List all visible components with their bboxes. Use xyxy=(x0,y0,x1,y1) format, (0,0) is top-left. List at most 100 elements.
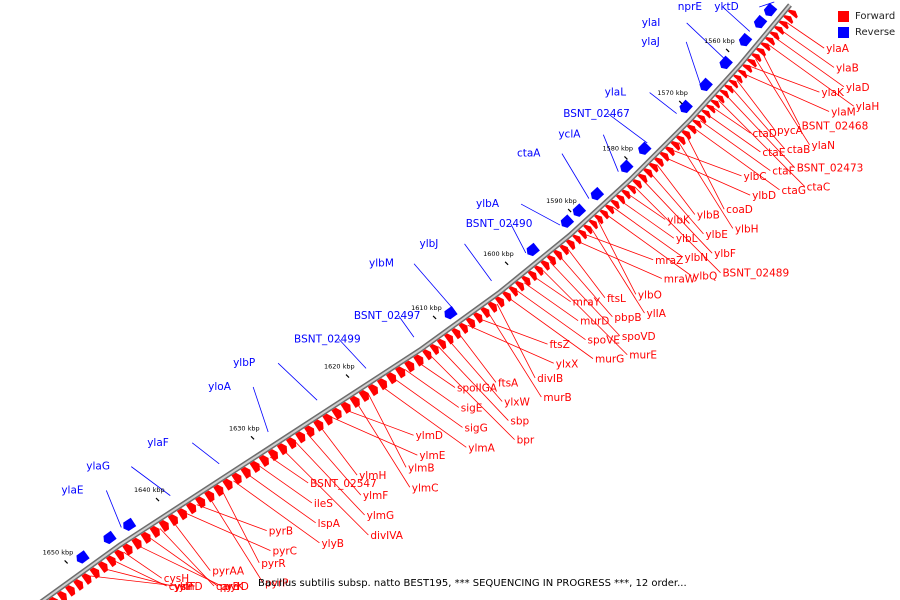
leader-line xyxy=(685,134,725,210)
forward-gene xyxy=(451,328,461,340)
forward-gene xyxy=(626,184,637,195)
forward-gene xyxy=(594,214,604,225)
forward-gene xyxy=(515,281,525,292)
forward-gene xyxy=(610,199,620,210)
forward-gene xyxy=(73,579,84,591)
reverse-gene xyxy=(638,141,652,155)
gene-label: ctaF xyxy=(772,166,794,178)
forward-gene xyxy=(436,338,447,350)
gene-label: murD xyxy=(580,316,609,328)
leader-line xyxy=(380,385,467,448)
gene-label: pyrP xyxy=(265,578,289,590)
forward-gene xyxy=(258,455,270,468)
forward-gene xyxy=(696,114,707,124)
leader-line xyxy=(171,520,211,571)
forward-gene xyxy=(106,555,117,568)
gene-arrows xyxy=(48,2,798,600)
gene-label: murB xyxy=(543,392,571,404)
gene-label: ylbF xyxy=(714,248,736,260)
forward-gene xyxy=(480,307,490,319)
tick-mark xyxy=(345,374,350,378)
forward-gene xyxy=(676,135,686,146)
gene-label: ylbB xyxy=(697,209,720,221)
leader-line xyxy=(318,424,358,476)
reverse-swatch xyxy=(838,26,849,38)
leader-line xyxy=(510,223,527,254)
gene-label: ylmB xyxy=(408,462,435,474)
gene-label: divIVA xyxy=(370,530,403,542)
leader-line xyxy=(467,324,554,364)
gene-label: ylmH xyxy=(359,470,386,482)
reverse-gene xyxy=(103,530,117,545)
gene-label: pyrC xyxy=(272,546,297,558)
reverse-gene xyxy=(590,186,605,201)
forward-gene xyxy=(546,255,557,266)
forward-gene xyxy=(654,157,664,168)
forward-gene xyxy=(715,94,725,104)
forward-gene xyxy=(756,47,766,57)
leader-line xyxy=(759,1,775,8)
reverse-gene xyxy=(719,55,733,70)
leader-line xyxy=(338,339,367,369)
reverse-gene xyxy=(444,305,458,320)
gene-label: ylaE xyxy=(61,484,83,496)
forward-gene xyxy=(465,317,476,329)
forward-gene xyxy=(81,573,92,585)
tick-mark xyxy=(64,559,69,564)
gene-label: pyrK xyxy=(220,581,245,593)
gene-label: yclA xyxy=(558,129,581,141)
forward-gene xyxy=(176,508,188,521)
forward-gene xyxy=(534,265,544,276)
gene-label: ylaF xyxy=(147,437,169,449)
gene-label: ylmA xyxy=(468,442,495,454)
forward-gene xyxy=(643,168,654,179)
tick-label: 1570 kbp xyxy=(657,89,688,97)
gene-label: ylaI xyxy=(642,17,661,29)
leader-line xyxy=(722,6,751,32)
leader-line xyxy=(540,268,628,356)
tick-mark xyxy=(725,48,730,53)
gene-labels: ylaA ylaB ylaD ylaH BSNT_02468 ylaN ylaK ylaM py… xyxy=(61,1,879,593)
backbone xyxy=(39,3,792,600)
gene-label: ctaB xyxy=(787,144,811,156)
tick-mark xyxy=(504,261,509,266)
gene-label: ylbE xyxy=(705,229,727,241)
forward-gene xyxy=(331,407,342,420)
forward-gene xyxy=(131,537,142,550)
gene-label: bpr xyxy=(517,435,535,447)
gene-label: ylIA xyxy=(646,308,666,320)
forward-gene xyxy=(577,229,588,240)
legend-reverse-label: Reverse xyxy=(855,26,896,38)
forward-gene xyxy=(760,42,771,52)
forward-gene xyxy=(648,162,659,173)
leader-line xyxy=(597,220,637,295)
leader-line xyxy=(101,567,172,587)
gene-label: ylaG xyxy=(86,461,110,473)
leader-line xyxy=(220,488,260,563)
leader-line xyxy=(712,106,751,134)
leader-line xyxy=(135,544,222,587)
forward-gene xyxy=(553,249,563,261)
leader-line xyxy=(706,113,761,153)
leader-line xyxy=(233,480,320,544)
gene-label: BSNT_02497 xyxy=(354,310,421,322)
leader-line xyxy=(464,243,492,282)
forward-gene xyxy=(742,64,753,74)
leader-line xyxy=(416,361,456,388)
gene-label: divIB xyxy=(537,373,563,385)
gene-label: ylbL xyxy=(676,233,698,245)
forward-gene xyxy=(769,31,780,41)
leader-line xyxy=(749,65,820,93)
tick-mark xyxy=(432,315,437,320)
forward-gene xyxy=(705,104,716,114)
leader-line xyxy=(685,41,702,87)
label-leader-lines xyxy=(90,1,855,587)
leader-line xyxy=(294,440,365,516)
forward-gene xyxy=(583,224,593,235)
gene-label: yloA xyxy=(208,381,232,393)
leader-line xyxy=(506,296,594,359)
gene-label: ylaL xyxy=(605,87,627,99)
gene-label: ylbK xyxy=(667,214,691,226)
forward-gene xyxy=(686,124,697,135)
